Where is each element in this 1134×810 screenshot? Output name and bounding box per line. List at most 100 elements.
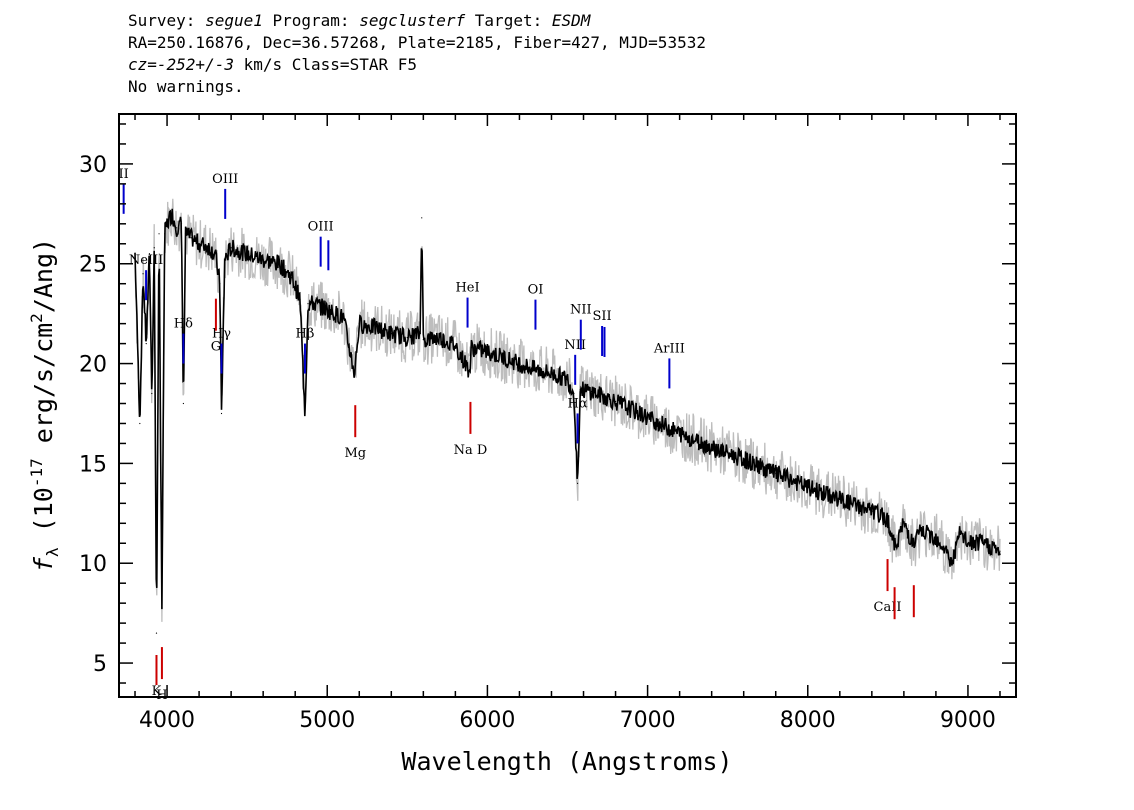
- spectrum-point: [278, 263, 280, 265]
- spectrum-point: [579, 388, 581, 391]
- spectrum-point: [967, 542, 969, 544]
- spectrum-point: [534, 368, 537, 371]
- spectrum-point: [219, 283, 221, 285]
- spectrum-point: [711, 446, 713, 449]
- spectrum-point: [550, 372, 553, 375]
- x-tick-label: 5000: [299, 708, 355, 733]
- spectrum-point: [326, 309, 328, 311]
- spectrum-point: [171, 213, 173, 215]
- spectrum-point: [182, 402, 184, 405]
- spectrum-point: [518, 362, 521, 365]
- spectrum-point: [919, 530, 921, 532]
- spectrum-point: [614, 400, 617, 403]
- y-tick-label: 15: [79, 452, 107, 477]
- spectrum-point: [164, 233, 166, 235]
- line-marker-label: OIII: [212, 172, 238, 187]
- line-marker-label: NeIII: [129, 253, 163, 268]
- spectrum-point: [913, 544, 915, 546]
- line-marker-label: OIII: [308, 220, 334, 235]
- spectrum-point: [983, 542, 985, 544]
- target-prefix: Target:: [465, 11, 552, 30]
- spectrum-point: [184, 233, 187, 235]
- y-axis-symbol: f: [29, 556, 58, 572]
- class-text: km/s Class=STAR F5: [233, 55, 417, 74]
- y-tick-label: 20: [79, 353, 107, 378]
- header-line-redshift: cz=-252+/-3 km/s Class=STAR F5: [128, 54, 706, 76]
- spectrum-point: [134, 253, 136, 255]
- spectrum-point: [807, 486, 809, 488]
- spectrum-point: [390, 333, 392, 335]
- x-axis-title: Wavelength (Angstroms): [401, 747, 732, 776]
- spectrum-point: [887, 518, 889, 520]
- spectrum-point: [943, 546, 945, 548]
- spectrum-point: [198, 243, 200, 245]
- spectrum-point: [148, 253, 151, 255]
- spectrum-point: [342, 317, 344, 319]
- line-marker-label: NII: [570, 303, 592, 318]
- spectrum-point: [646, 416, 649, 419]
- spectrum-point: [246, 253, 248, 255]
- spectrum-point: [190, 237, 192, 239]
- spectrum-point: [262, 259, 264, 261]
- line-marker-label: OI: [528, 283, 544, 298]
- y-tick-label: 5: [93, 652, 107, 677]
- line-marker-label: ArIII: [653, 341, 685, 356]
- series-layer: [134, 208, 1001, 634]
- line-marker-label: K: [152, 684, 162, 699]
- y-axis-title: fλ (10-17 erg/s/cm2/Ang): [27, 238, 62, 572]
- x-tick-label: 8000: [780, 708, 836, 733]
- spectrum-point: [161, 606, 163, 608]
- spectrum-point: [903, 522, 905, 524]
- line-marker-label: CaII: [874, 600, 902, 615]
- spectrum-point: [743, 458, 745, 461]
- header-line-coordinates: RA=250.16876, Dec=36.57268, Plate=2185, …: [128, 33, 706, 52]
- x-tick-label: 7000: [620, 708, 676, 733]
- spectrum-point: [951, 562, 953, 564]
- spectrum-point: [230, 247, 232, 249]
- line-marker-label: SII: [593, 309, 612, 324]
- spectrum-point: [999, 550, 1001, 552]
- spectrum-point: [374, 327, 376, 329]
- spectrum-point: [590, 390, 593, 393]
- spectrum-point: [206, 245, 208, 247]
- spectrum-point: [291, 277, 293, 279]
- spectrum-point: [214, 253, 216, 255]
- spectrum-line: [134, 208, 1001, 610]
- y-axis-exponent-2: 2: [27, 313, 46, 323]
- spectrum-point: [155, 632, 158, 634]
- x-tick-label: 6000: [459, 708, 515, 733]
- spectrum-point: [224, 259, 226, 261]
- spectrum-point: [166, 223, 168, 225]
- x-tick-label: 9000: [940, 708, 996, 733]
- spectrum-point: [180, 223, 183, 225]
- program-value: segclusterf: [359, 11, 466, 30]
- spectrum-point: [959, 532, 961, 534]
- y-tick-label: 30: [79, 153, 107, 178]
- spectrum-point: [422, 339, 424, 341]
- spectrum-point: [299, 299, 301, 301]
- spectrum-point: [573, 392, 575, 395]
- redshift-value: cz=-252+/-3: [128, 55, 234, 74]
- y-tick-label: 25: [79, 253, 107, 278]
- spectrum-point: [679, 432, 681, 435]
- header-line-warnings: No warnings.: [128, 77, 244, 96]
- survey-value: segue1: [205, 11, 263, 30]
- spectrum-point: [142, 273, 144, 275]
- spectrum-point: [406, 337, 408, 339]
- spectrum-point: [502, 356, 505, 359]
- spectrum-point: [153, 247, 155, 249]
- line-marker-label: Hδ: [174, 317, 193, 332]
- spectrum-point: [454, 345, 456, 347]
- line-marker-label: G: [211, 340, 221, 355]
- spectrum-point: [358, 323, 360, 325]
- line-marker-label: Na D: [454, 443, 488, 458]
- plot-frame: [118, 113, 1017, 698]
- tick-layer: 4000 5000 6000 7000 8000 9000 5 10 15 20 25 30: [79, 114, 1016, 733]
- line-marker-label: H: [156, 688, 167, 703]
- spectrum-point: [313, 303, 316, 305]
- spectrum-point: [353, 372, 356, 375]
- y-axis-exponent: -17: [27, 458, 46, 487]
- y-tick-label: 10: [79, 552, 107, 577]
